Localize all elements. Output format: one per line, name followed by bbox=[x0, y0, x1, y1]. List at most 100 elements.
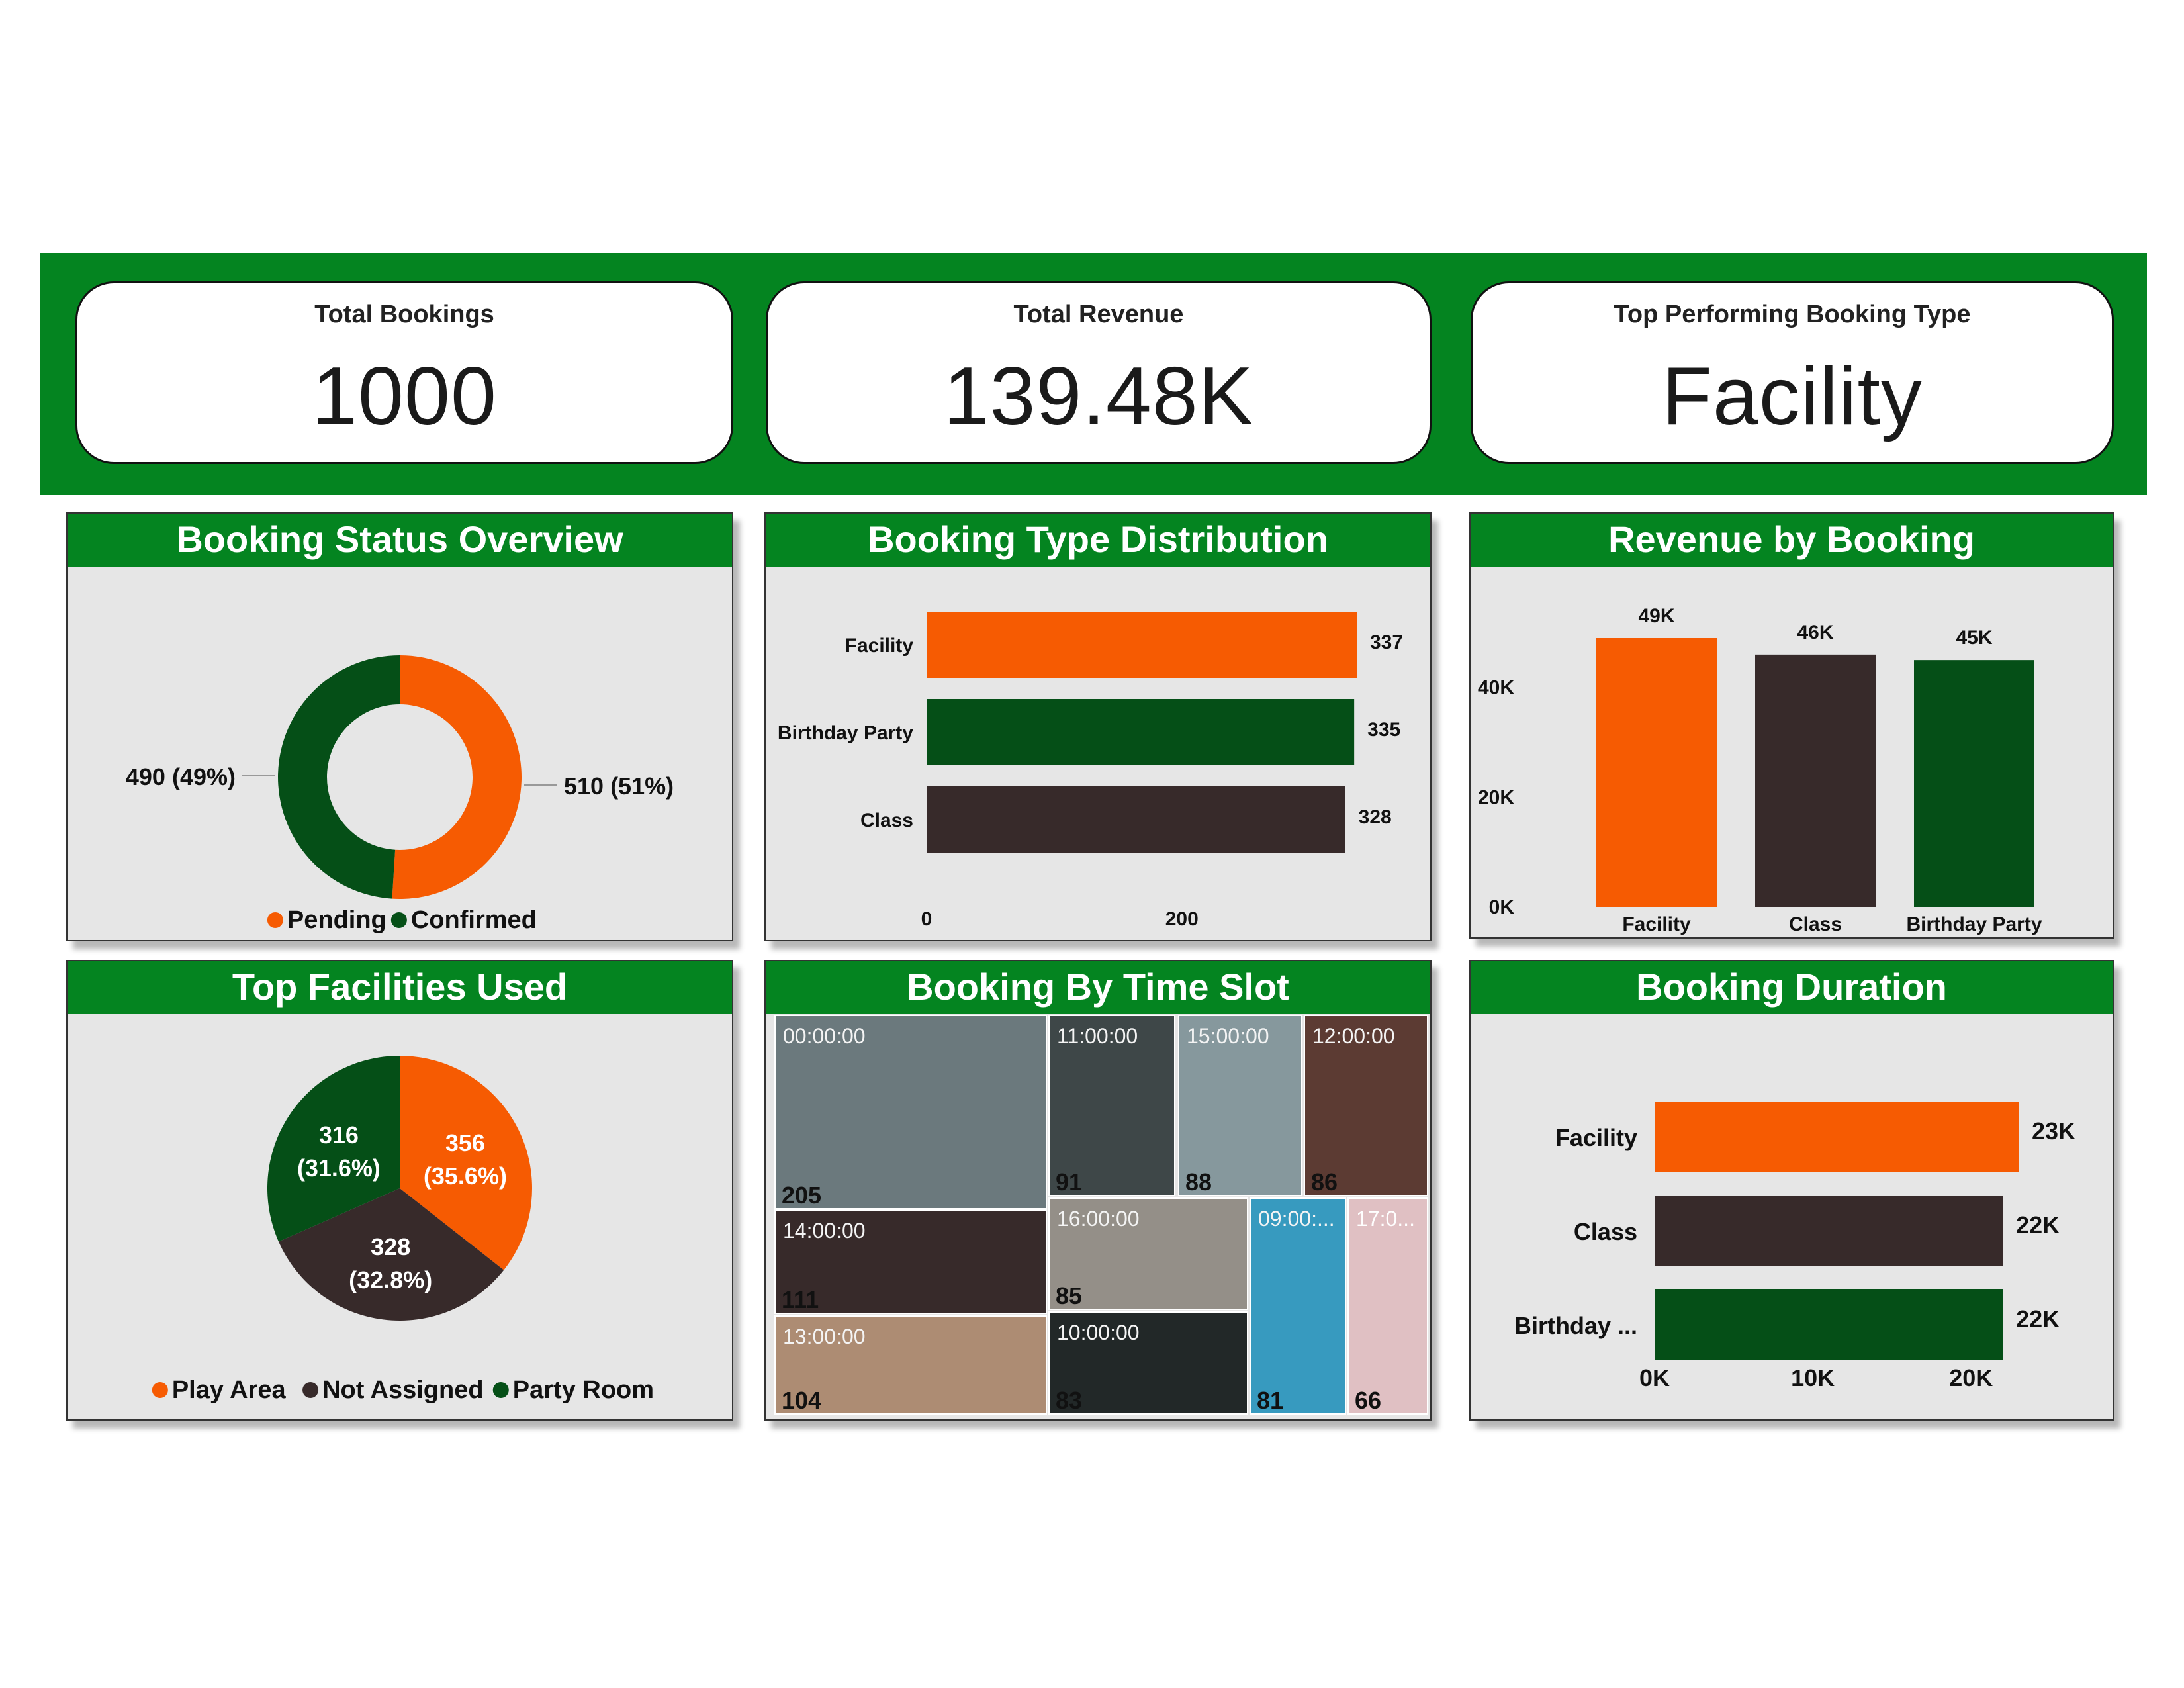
donut-slice-pending bbox=[392, 655, 522, 899]
value-label-facility: 49K bbox=[1638, 605, 1674, 627]
bar-birthday-party bbox=[1914, 660, 2034, 907]
treemap-slot-label: 00:00:00 bbox=[783, 1024, 866, 1048]
treemap-value-label: 91 bbox=[1056, 1168, 1082, 1196]
kpi-card-top-booking-type: Top Performing Booking Type Facility bbox=[1471, 281, 2114, 464]
treemap-slot-label: 16:00:00 bbox=[1057, 1207, 1140, 1231]
treemap-tile-16-00-00 bbox=[1048, 1197, 1248, 1310]
panel-title: Booking Status Overview bbox=[68, 514, 732, 567]
treemap-slot-label: 17:0... bbox=[1356, 1207, 1415, 1231]
treemap-value-label: 83 bbox=[1056, 1387, 1082, 1414]
value-label-class: 328 bbox=[1359, 806, 1392, 828]
legend-label-party-room: Party Room bbox=[513, 1376, 654, 1404]
y-tick-label: 40K bbox=[1478, 677, 1514, 699]
treemap-slot-label: 15:00:00 bbox=[1187, 1024, 1269, 1048]
bar-facility bbox=[1655, 1102, 2019, 1172]
y-tick-label: 20K bbox=[1478, 786, 1514, 808]
treemap-tile-00-00-00 bbox=[774, 1015, 1047, 1209]
treemap-tile-17-0 bbox=[1347, 1197, 1428, 1415]
value-label-facility: 337 bbox=[1370, 632, 1403, 653]
data-label-value-not-assigned: 328 bbox=[371, 1233, 410, 1260]
bar-birthday-party bbox=[927, 699, 1355, 765]
panel-booking-type: Booking Type Distribution Facility 337 Bir… bbox=[764, 512, 1432, 941]
kpi-card-total-bookings: Total Bookings 1000 bbox=[75, 281, 733, 464]
category-label-facility: Facility bbox=[1622, 914, 1691, 935]
treemap-tile-14-00-00 bbox=[774, 1209, 1047, 1314]
treemap-tile-15-00-00 bbox=[1178, 1015, 1302, 1196]
x-tick-label: 0K bbox=[1639, 1364, 1670, 1391]
category-label-class: Class bbox=[1789, 914, 1842, 935]
category-label-class: Class bbox=[860, 810, 913, 831]
treemap-tile-10-00-00 bbox=[1048, 1311, 1248, 1415]
treemap-value-label: 86 bbox=[1311, 1168, 1338, 1196]
treemap-tile-11-00-00 bbox=[1048, 1015, 1175, 1196]
category-label-birthday: Birthday ... bbox=[1514, 1312, 1637, 1339]
panel-title: Booking Type Distribution bbox=[766, 514, 1430, 567]
legend-marker-party-room bbox=[492, 1382, 509, 1398]
time-slot-treemap: 00:00:00 205 11:00:00 91 15:00:00 88 12:00:00 8… bbox=[774, 1015, 1428, 1415]
treemap-value-label: 88 bbox=[1185, 1168, 1212, 1196]
panel-title: Revenue by Booking bbox=[1471, 514, 2113, 567]
bar-facility bbox=[927, 612, 1357, 678]
panel-revenue-by-booking: Revenue by Booking 49K Facility 46K Class 45… bbox=[1469, 512, 2114, 939]
treemap-slot-label: 09:00:... bbox=[1258, 1207, 1335, 1231]
legend-label-pending: Pending bbox=[287, 906, 387, 934]
treemap-value-label: 104 bbox=[782, 1387, 821, 1414]
bar-facility bbox=[1596, 638, 1717, 907]
data-label-value-play-area: 356 bbox=[445, 1129, 485, 1156]
value-label-birthday: 22K bbox=[2016, 1305, 2060, 1333]
value-label-birthday-party: 335 bbox=[1367, 719, 1400, 741]
bar-birthday bbox=[1655, 1289, 2003, 1360]
treemap-slot-label: 13:00:00 bbox=[783, 1325, 866, 1348]
bar-class bbox=[1755, 654, 1876, 907]
kpi-title: Total Revenue bbox=[1013, 301, 1184, 328]
kpi-value: 1000 bbox=[312, 351, 497, 442]
treemap-tile-13-00-00 bbox=[774, 1315, 1047, 1415]
treemap-value-label: 66 bbox=[1355, 1387, 1381, 1414]
treemap-tile-12-00-00 bbox=[1304, 1015, 1428, 1196]
category-label-class: Class bbox=[1574, 1218, 1637, 1245]
value-label-class: 46K bbox=[1797, 622, 1833, 643]
data-label-pending: 510 (51%) bbox=[564, 773, 674, 800]
category-label-facility: Facility bbox=[1555, 1124, 1637, 1151]
data-label-confirmed: 490 (49%) bbox=[126, 763, 236, 790]
panel-time-slot: Booking By Time Slot 00:00:00 205 11:00:00… bbox=[764, 960, 1432, 1421]
legend-marker-confirmed bbox=[390, 912, 407, 928]
panel-title: Booking By Time Slot bbox=[766, 961, 1430, 1014]
panel-booking-status: Booking Status Overview 510 (51%) 490 (49… bbox=[66, 512, 733, 941]
category-label-birthday-party: Birthday Party bbox=[778, 722, 913, 744]
y-tick-label: 0K bbox=[1489, 896, 1515, 918]
bar-class bbox=[1655, 1196, 2003, 1266]
panel-booking-duration: Booking Duration Facility 23K Class 22K Birt… bbox=[1469, 960, 2114, 1421]
data-label-percent-not-assigned: (32.8%) bbox=[349, 1266, 432, 1293]
treemap-slot-label: 10:00:00 bbox=[1057, 1321, 1140, 1344]
panel-title: Top Facilities Used bbox=[68, 961, 732, 1014]
pie-slice-not-assigned bbox=[278, 1188, 504, 1321]
category-label-facility: Facility bbox=[845, 635, 914, 657]
panel-top-facilities: Top Facilities Used 356 (35.6%) 328 (32.8%)… bbox=[66, 960, 733, 1421]
value-label-class: 22K bbox=[2016, 1211, 2060, 1239]
donut-slice-confirmed bbox=[277, 655, 400, 899]
data-label-percent-play-area: (35.6%) bbox=[424, 1162, 507, 1190]
legend-marker-not-assigned bbox=[302, 1382, 319, 1398]
pie-slice-play-area bbox=[400, 1056, 532, 1270]
x-tick-label: 20K bbox=[1949, 1364, 1993, 1391]
data-label-value-party-room: 316 bbox=[319, 1121, 359, 1149]
legend-label-confirmed: Confirmed bbox=[411, 906, 537, 934]
legend-marker-pending bbox=[267, 912, 283, 928]
treemap-value-label: 111 bbox=[782, 1286, 819, 1313]
legend-marker-play-area bbox=[152, 1382, 168, 1398]
treemap-value-label: 81 bbox=[1257, 1387, 1283, 1414]
category-label-birthday-party: Birthday Party bbox=[1906, 914, 2042, 935]
panel-title: Booking Duration bbox=[1471, 961, 2113, 1014]
x-tick-label: 200 bbox=[1165, 908, 1199, 930]
booking-type-chart: Facility 337 Birthday Party 335 Class 328 0 200 bbox=[778, 612, 1403, 930]
bar-class bbox=[927, 786, 1345, 853]
pie-slice-party-room bbox=[267, 1056, 400, 1242]
treemap-slot-label: 11:00:00 bbox=[1057, 1024, 1138, 1048]
x-tick-label: 0 bbox=[921, 908, 933, 930]
legend-label-play-area: Play Area bbox=[172, 1376, 287, 1404]
value-label-facility: 23K bbox=[2032, 1117, 2075, 1145]
data-label-percent-party-room: (31.6%) bbox=[297, 1154, 381, 1182]
kpi-card-total-revenue: Total Revenue 139.48K bbox=[766, 281, 1432, 464]
treemap-value-label: 85 bbox=[1056, 1282, 1082, 1309]
